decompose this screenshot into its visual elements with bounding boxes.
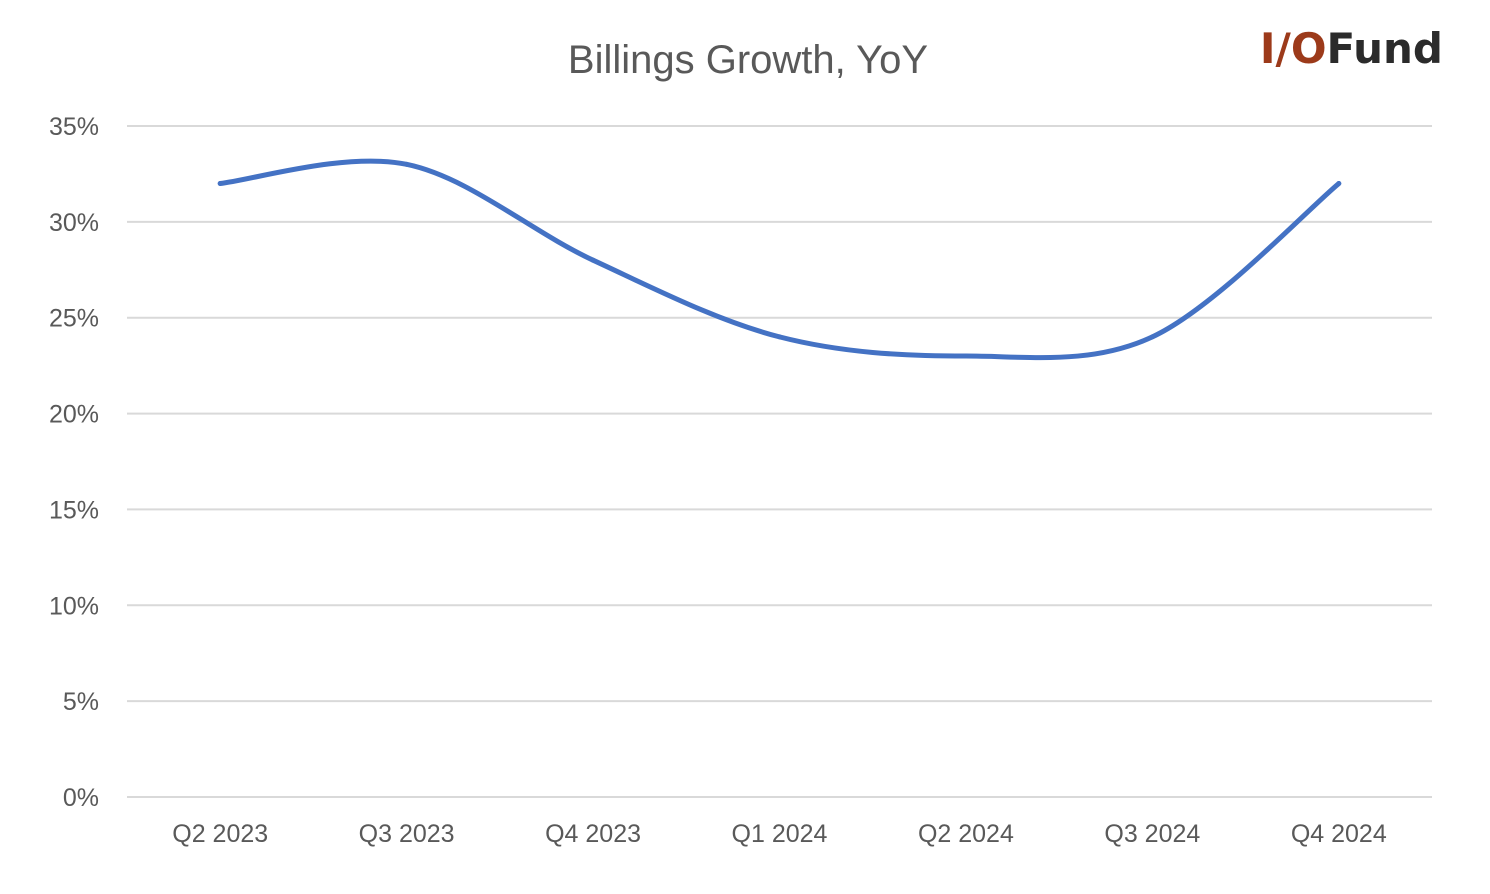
x-tick-label: Q2 2024 — [918, 820, 1014, 848]
series-line — [217, 158, 1342, 361]
logo-suffix: Fund — [1327, 24, 1443, 73]
x-tick-label: Q2 2023 — [172, 820, 268, 848]
y-axis-tick-labels: 0% 5% 10% 15% 20% 25% 30% 35% — [49, 113, 99, 812]
gridlines — [127, 125, 1432, 798]
y-tick-label: 30% — [49, 209, 99, 237]
logo-prefix: I/O — [1260, 24, 1327, 73]
x-tick-label: Q4 2024 — [1291, 820, 1387, 848]
chart-title: Billings Growth, YoY — [568, 38, 928, 82]
y-tick-label: 5% — [63, 688, 99, 716]
data-point — [963, 353, 969, 359]
x-tick-label: Q3 2023 — [359, 820, 455, 848]
x-tick-label: Q1 2024 — [732, 820, 828, 848]
y-tick-label: 25% — [49, 305, 99, 333]
series-group — [217, 158, 1342, 361]
y-tick-label: 35% — [49, 113, 99, 141]
x-tick-label: Q3 2024 — [1104, 820, 1200, 848]
data-point — [404, 161, 410, 167]
data-point — [777, 334, 782, 340]
y-tick-label: 0% — [63, 784, 99, 812]
x-tick-label: Q4 2023 — [545, 820, 641, 848]
data-point — [590, 257, 596, 263]
y-tick-label: 10% — [49, 592, 99, 620]
data-point — [217, 181, 223, 187]
x-axis-tick-labels: Q2 2023 Q3 2023 Q4 2023 Q1 2024 Q2 2024 Q3 20… — [172, 820, 1387, 848]
data-point — [1336, 181, 1342, 187]
y-tick-label: 20% — [49, 401, 99, 429]
io-fund-logo: I/OFund — [1260, 24, 1443, 73]
y-tick-label: 15% — [49, 496, 99, 524]
data-point — [1149, 334, 1155, 340]
